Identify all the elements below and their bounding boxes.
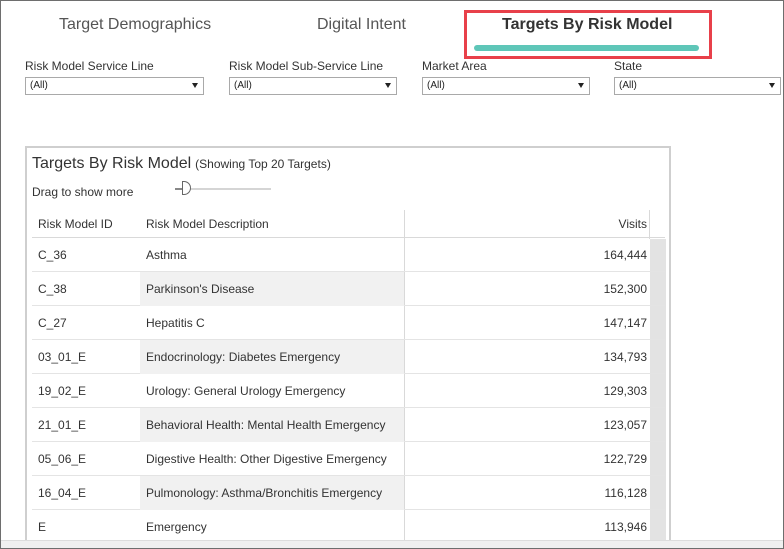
table-row[interactable]: C_36 Asthma 164,444 bbox=[32, 238, 665, 272]
tab-bar: Target Demographics Digital Intent Targe… bbox=[1, 1, 783, 59]
cell-id: E bbox=[38, 520, 47, 534]
cell-description: Urology: General Urology Emergency bbox=[146, 384, 346, 398]
cell-visits: 164,444 bbox=[603, 248, 647, 262]
dropdown-arrow-icon bbox=[769, 83, 775, 88]
filter-risk-model-sub-service-line: Risk Model Sub-Service Line (All) bbox=[229, 59, 397, 95]
cell-visits: 147,147 bbox=[603, 316, 647, 330]
column-divider bbox=[404, 210, 405, 540]
cell-description: Pulmonology: Asthma/Bronchitis Emergency bbox=[146, 486, 383, 500]
targets-table: Risk Model ID Risk Model Description Vis… bbox=[32, 210, 666, 548]
filter-label: State bbox=[614, 59, 643, 73]
state-dropdown[interactable]: (All) bbox=[614, 77, 781, 95]
cell-description: Emergency bbox=[146, 520, 207, 534]
targets-panel: Targets By Risk Model (Showing Top 20 Tar… bbox=[25, 146, 671, 548]
cell-visits: 134,793 bbox=[603, 350, 647, 364]
tab-target-demographics[interactable]: Target Demographics bbox=[59, 16, 212, 33]
cell-visits: 129,303 bbox=[603, 384, 647, 398]
table-row[interactable]: 19_02_E Urology: General Urology Emergen… bbox=[32, 374, 665, 408]
dropdown-arrow-icon bbox=[192, 83, 198, 88]
cell-description: Parkinson's Disease bbox=[146, 282, 255, 296]
cell-description: Digestive Health: Other Digestive Emerge… bbox=[146, 452, 387, 466]
header-risk-model-id[interactable]: Risk Model ID bbox=[38, 217, 113, 231]
slider-handle[interactable] bbox=[182, 181, 191, 195]
dropdown-value: (All) bbox=[234, 80, 252, 91]
cell-visits: 113,946 bbox=[604, 520, 648, 534]
table-row[interactable]: E Emergency 113,946 bbox=[32, 510, 665, 544]
filter-state: State (All) bbox=[614, 59, 781, 95]
table-row[interactable]: 21_01_E Behavioral Health: Mental Health… bbox=[32, 408, 665, 442]
vertical-scrollbar[interactable] bbox=[650, 239, 666, 548]
active-tab-underline bbox=[474, 45, 699, 51]
cell-id: C_27 bbox=[38, 316, 67, 330]
cell-id: 03_01_E bbox=[38, 350, 87, 364]
cell-description: Hepatitis C bbox=[146, 316, 205, 330]
desc-cell-bg bbox=[140, 272, 404, 306]
dropdown-value: (All) bbox=[30, 80, 48, 91]
cell-visits: 122,729 bbox=[603, 452, 647, 466]
dropdown-value: (All) bbox=[619, 80, 637, 91]
highlight-box bbox=[464, 10, 712, 59]
table-row[interactable]: 05_06_E Digestive Health: Other Digestiv… bbox=[32, 442, 665, 476]
horizontal-scrollbar[interactable] bbox=[1, 540, 783, 548]
slider-fill bbox=[175, 188, 187, 190]
table-row[interactable]: C_38 Parkinson's Disease 152,300 bbox=[32, 272, 665, 306]
panel-title-text: Targets By Risk Model bbox=[32, 155, 192, 172]
slider-track[interactable] bbox=[175, 188, 271, 190]
cell-description: Behavioral Health: Mental Health Emergen… bbox=[146, 418, 386, 432]
dropdown-arrow-icon bbox=[578, 83, 584, 88]
filter-label: Risk Model Service Line bbox=[25, 59, 154, 73]
cell-visits: 152,300 bbox=[603, 282, 647, 296]
table-row[interactable]: C_27 Hepatitis C 147,147 bbox=[32, 306, 665, 340]
cell-id: 05_06_E bbox=[38, 452, 87, 466]
table-row[interactable]: 16_04_E Pulmonology: Asthma/Bronchitis E… bbox=[32, 476, 665, 510]
tab-targets-by-risk-model[interactable]: Targets By Risk Model bbox=[502, 16, 673, 33]
cell-visits: 123,057 bbox=[603, 418, 647, 432]
filter-risk-model-service-line: Risk Model Service Line (All) bbox=[25, 59, 204, 95]
risk-model-service-line-dropdown[interactable]: (All) bbox=[25, 77, 204, 95]
desc-cell-bg bbox=[140, 340, 404, 374]
cell-id: 19_02_E bbox=[38, 384, 87, 398]
cell-description: Endocrinology: Diabetes Emergency bbox=[146, 350, 341, 364]
desc-cell-bg bbox=[140, 476, 404, 510]
dropdown-value: (All) bbox=[427, 80, 445, 91]
panel-subtitle: (Showing Top 20 Targets) bbox=[195, 157, 331, 171]
filter-market-area: Market Area (All) bbox=[422, 59, 590, 95]
cell-description: Asthma bbox=[146, 248, 187, 262]
tab-digital-intent[interactable]: Digital Intent bbox=[317, 16, 406, 33]
cell-id: 16_04_E bbox=[38, 486, 87, 500]
cell-visits: 116,128 bbox=[604, 486, 648, 500]
filter-label: Risk Model Sub-Service Line bbox=[229, 59, 384, 73]
dropdown-arrow-icon bbox=[385, 83, 391, 88]
cell-id: C_36 bbox=[38, 248, 67, 262]
cell-id: C_38 bbox=[38, 282, 67, 296]
desc-cell-bg bbox=[140, 408, 404, 442]
column-divider bbox=[649, 210, 650, 239]
cell-id: 21_01_E bbox=[38, 418, 87, 432]
table-header: Risk Model ID Risk Model Description Vis… bbox=[32, 210, 665, 238]
market-area-dropdown[interactable]: (All) bbox=[422, 77, 590, 95]
header-visits[interactable]: Visits bbox=[618, 217, 647, 231]
table-row[interactable]: 03_01_E Endocrinology: Diabetes Emergenc… bbox=[32, 340, 665, 374]
risk-model-sub-service-line-dropdown[interactable]: (All) bbox=[229, 77, 397, 95]
drag-label: Drag to show more bbox=[32, 185, 134, 199]
panel-title: Targets By Risk Model (Showing Top 20 Tar… bbox=[32, 155, 331, 173]
filter-label: Market Area bbox=[422, 59, 487, 73]
header-risk-model-description[interactable]: Risk Model Description bbox=[146, 217, 269, 231]
